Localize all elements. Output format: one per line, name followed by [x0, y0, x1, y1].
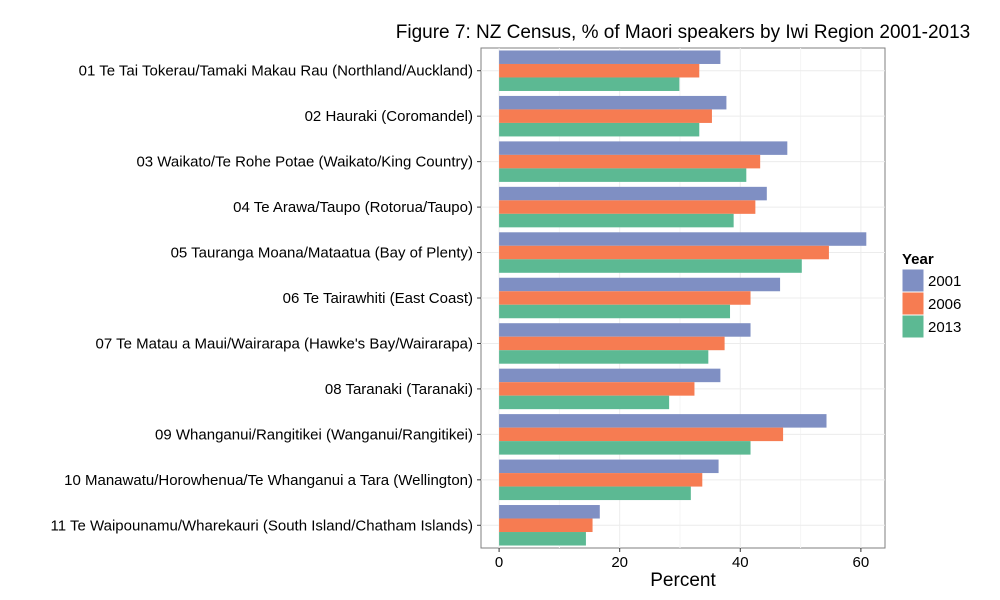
bar-2001	[499, 459, 719, 474]
bar-2006	[499, 109, 712, 123]
bar-2013	[499, 350, 709, 364]
bar-2001	[499, 505, 600, 519]
bar-2006	[499, 245, 829, 260]
bar-2001	[499, 323, 751, 337]
category-labels: 01 Te Tai Tokerau/Tamaki Makau Rau (Nort…	[51, 63, 481, 534]
category-label: 06 Te Tairawhiti (East Coast)	[283, 290, 473, 307]
legend-label-2006: 2006	[928, 296, 961, 313]
category-label: 10 Manawatu/Horowhenua/Te Whanganui a Ta…	[64, 472, 473, 489]
category-label: 01 Te Tai Tokerau/Tamaki Makau Rau (Nort…	[79, 63, 473, 80]
bar-2001	[499, 186, 767, 201]
bar-2001	[499, 368, 721, 383]
bar-2006	[499, 473, 703, 487]
bar-2001	[499, 277, 781, 292]
category-label: 09 Whanganui/Rangitikei (Wanganui/Rangit…	[155, 426, 473, 443]
x-tick-label: 40	[732, 554, 749, 571]
category-label: 11 Te Waipounamu/Wharekauri (South Islan…	[51, 517, 473, 534]
bar-2006	[499, 427, 784, 442]
bar-2001	[499, 95, 727, 110]
bar-2001	[499, 141, 788, 155]
bar-2013	[499, 441, 751, 455]
legend-key-2013	[901, 314, 925, 339]
category-label: 03 Waikato/Te Rohe Potae (Waikato/King C…	[136, 154, 473, 171]
bar-2006	[499, 200, 756, 214]
bar-2013	[499, 77, 680, 91]
bar-2006	[499, 63, 700, 78]
x-tick-label: 0	[495, 554, 503, 571]
bar-2001	[499, 232, 867, 246]
x-tick-label: 60	[853, 554, 870, 571]
legend-label-2013: 2013	[928, 319, 961, 336]
bar-2013	[499, 395, 670, 410]
legend: Year 2001 2006 2013	[901, 251, 961, 339]
category-label: 07 Te Matau a Maui/Wairarapa (Hawke's Ba…	[96, 335, 473, 352]
category-label: 02 Hauraki (Coromandel)	[305, 108, 473, 125]
bar-2006	[499, 336, 725, 351]
x-axis: 0 20 40 60	[495, 548, 869, 571]
bar-2013	[499, 486, 691, 501]
category-label: 05 Tauranga Moana/Mataatua (Bay of Plent…	[171, 245, 473, 262]
category-label: 08 Taranaki (Taranaki)	[325, 381, 473, 398]
x-tick-label: 20	[611, 554, 628, 571]
x-axis-label: Percent	[650, 570, 716, 591]
bar-2001	[499, 414, 827, 428]
legend-title: Year	[902, 251, 934, 268]
bar-2013	[499, 122, 700, 137]
bar-2013	[499, 168, 747, 182]
bar-2006	[499, 518, 593, 533]
bar-2013	[499, 532, 586, 546]
bar-2006	[499, 154, 761, 169]
bar-2006	[499, 382, 695, 396]
chart-title: Figure 7: NZ Census, % of Maori speakers…	[396, 22, 971, 43]
category-label: 04 Te Arawa/Taupo (Rotorua/Taupo)	[233, 199, 473, 216]
legend-label-2001: 2001	[928, 273, 961, 290]
bar-2001	[499, 50, 721, 64]
bar-2013	[499, 259, 802, 273]
bar-2006	[499, 291, 751, 305]
bars	[499, 50, 867, 546]
legend-key-2001	[901, 268, 925, 293]
legend-key-2006	[901, 291, 925, 316]
bar-2013	[499, 213, 734, 228]
bar-2013	[499, 304, 731, 319]
